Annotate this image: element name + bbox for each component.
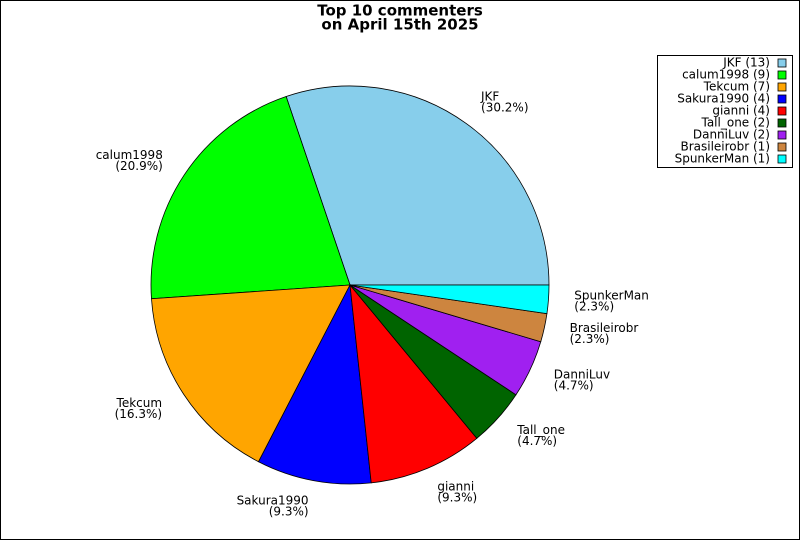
chart-title: Top 10 commenters — [317, 2, 483, 20]
slice-label: DanniLuv — [554, 368, 610, 382]
legend-swatch — [777, 58, 787, 68]
slice-label: calum1998 — [96, 148, 163, 162]
legend-label: JKF (13) — [722, 56, 770, 70]
legend-label: Brasileirobr (1) — [680, 140, 770, 154]
legend-label: DanniLuv (2) — [693, 128, 770, 142]
legend-swatch — [777, 106, 787, 116]
slice-value-label: (9.3%) — [269, 505, 309, 519]
legend-swatch — [777, 94, 787, 104]
legend-label: Sakura1990 (4) — [677, 92, 770, 106]
slice-value-label: (4.7%) — [554, 379, 594, 393]
pie-slice — [349, 283, 478, 484]
slice-value-label: (9.3%) — [437, 491, 477, 505]
pie-slice — [349, 284, 550, 315]
slice-label: Tall_one — [516, 423, 565, 437]
legend-swatch — [777, 82, 787, 92]
legend-label: calum1998 (9) — [682, 68, 770, 82]
pie-slice — [151, 284, 351, 463]
slice-value-label: (20.9%) — [115, 159, 162, 173]
slice-label: Tekcum — [116, 396, 163, 410]
legend-swatch — [777, 154, 787, 164]
pie-slice — [258, 283, 372, 485]
slice-value-label: (16.3%) — [115, 407, 162, 421]
slice-label: Brasileirobr — [570, 321, 639, 335]
slice-value-label: (2.3%) — [574, 300, 614, 314]
pie-slice — [150, 96, 351, 300]
chart-subtitle: on April 15th 2025 — [321, 16, 478, 34]
legend-label: Tekcum (7) — [703, 80, 770, 94]
legend-label: gianni (4) — [712, 104, 770, 118]
slice-label: gianni — [437, 480, 474, 494]
legend-box — [657, 55, 793, 168]
slice-label: SpunkerMan — [574, 289, 649, 303]
slice-value-label: (2.3%) — [570, 332, 610, 346]
pie-slice — [285, 85, 550, 286]
slice-value-label: (30.2%) — [481, 101, 528, 115]
slice-label: Sakura1990 — [237, 494, 309, 508]
slice-value-label: (4.7%) — [517, 434, 557, 448]
slice-label: JKF — [480, 90, 499, 104]
legend-label: Tall_one (2) — [700, 116, 770, 130]
legend-label: SpunkerMan (1) — [675, 152, 770, 166]
legend-swatch — [777, 70, 787, 80]
legend-swatch — [777, 130, 787, 140]
legend-swatch — [777, 142, 787, 152]
legend-swatch — [777, 118, 787, 128]
